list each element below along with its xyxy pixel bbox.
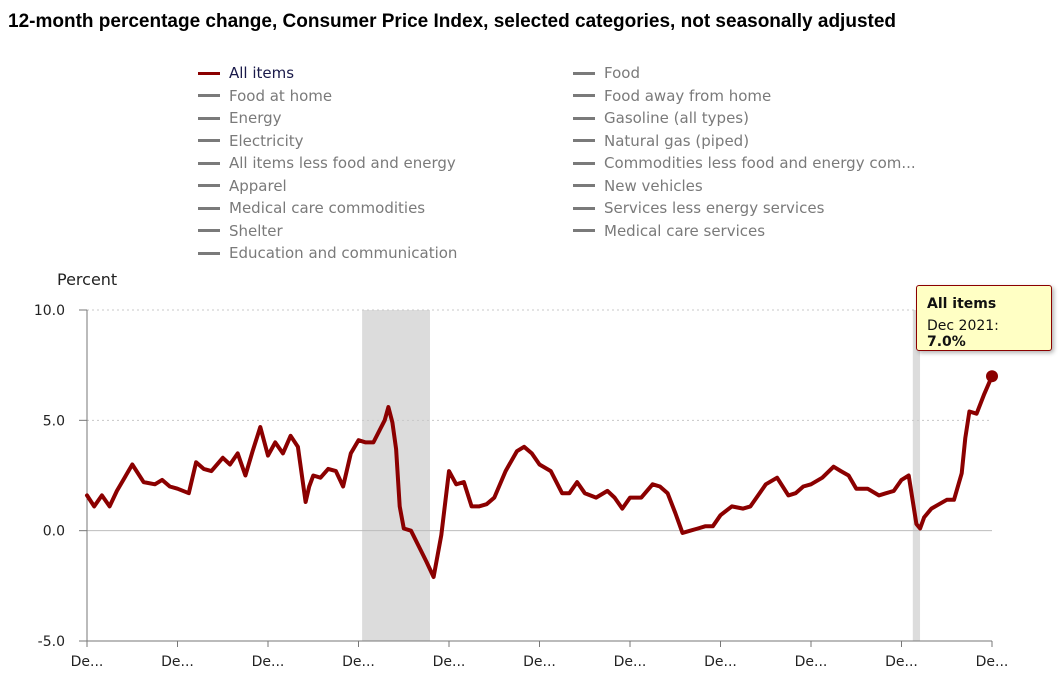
y-tick-label: -5.0 [38,634,65,650]
x-tick-label: De... [704,654,737,670]
grid-layer [87,309,992,642]
legend-label: Food at home [229,86,333,105]
legend-item[interactable]: Electricity [198,130,304,152]
legend-item[interactable]: Food at home [198,85,332,107]
legend-item[interactable]: All items [198,62,294,84]
legend-item[interactable]: Shelter [198,220,283,242]
legend-item[interactable]: Services less energy services [573,197,824,219]
legend-swatch [573,116,595,120]
legend-label: Education and communication [229,244,458,262]
legend-item[interactable]: New vehicles [573,175,703,197]
legend-swatch [198,94,220,97]
legend-swatch [573,206,595,210]
recession-shading-layer [362,310,921,641]
legend-label: Food away from home [604,86,772,105]
legend-swatch [198,251,220,255]
legend-item[interactable]: Medical care commodities [198,197,425,219]
legend-label: Medical care commodities [229,199,426,217]
highlight-point [986,370,998,383]
chart-title: 12-month percentage change, Consumer Pri… [8,11,897,32]
x-tick-label: De... [161,654,194,670]
legend-label: Natural gas (piped) [604,131,750,150]
legend-item[interactable]: Apparel [198,175,287,197]
x-tick-label: De... [976,654,1009,670]
x-tick-label: De... [433,654,466,670]
legend-label: All items less food and energy [229,154,456,172]
x-tick-label: De... [71,654,104,670]
x-tick-label: De... [252,654,285,670]
legend-item[interactable]: Education and communication [198,242,457,264]
recession-band [912,310,921,641]
legend-item[interactable]: Commodities less food and energy com... [573,152,916,174]
legend-swatch [573,184,595,187]
x-tick-label: De... [795,654,828,670]
y-tick-label: 0.0 [43,524,65,540]
legend: All items Food at home Energy Electricity Al… [198,62,958,262]
legend-swatch [573,161,595,165]
legend-label: Apparel [229,176,287,195]
legend-swatch [198,184,220,187]
legend-label: All items [229,64,295,82]
legend-label: Food [604,64,640,82]
legend-item[interactable]: All items less food and energy [198,152,456,174]
legend-swatch [198,206,220,210]
tooltip: All items Dec 2021: 7.0% [916,285,1052,351]
legend-label: Electricity [229,131,304,150]
y-tick-label: 5.0 [43,413,65,429]
tooltip-series-name: All items [927,296,997,312]
legend-swatch [198,229,220,232]
axis-layer: 10.0 5.0 0.0 -5.0 De... De... De... De... De... D… [34,303,1009,670]
x-tick-label: De... [885,654,918,670]
series-layer [85,370,998,579]
legend-swatch [198,139,220,142]
legend-item[interactable]: Food [573,62,640,84]
legend-label: Commodities less food and energy com... [604,154,916,172]
tooltip-body: Dec 2021: 7.0% [927,318,1041,350]
legend-label: New vehicles [604,176,703,195]
legend-swatch [573,139,595,142]
legend-label: Medical care services [604,221,766,240]
legend-item[interactable]: Natural gas (piped) [573,130,749,152]
tooltip-value: 7.0% [927,334,966,350]
legend-label: Energy [229,109,282,127]
legend-swatch [573,71,595,75]
y-axis-label: Percent [57,270,118,289]
legend-swatch [573,94,595,97]
legend-item[interactable]: Medical care services [573,220,765,242]
legend-item[interactable]: Food away from home [573,85,771,107]
x-tick-label: De... [523,654,556,670]
legend-swatch [198,71,220,75]
x-tick-label: De... [614,654,647,670]
legend-swatch [198,116,220,120]
legend-label: Gasoline (all types) [604,109,749,127]
legend-swatch [573,229,595,232]
legend-label: Shelter [229,221,283,240]
legend-label: Services less energy services [604,199,825,217]
legend-swatch [198,161,220,165]
tooltip-date: Dec 2021: [927,318,999,334]
legend-item[interactable]: Gasoline (all types) [573,107,749,129]
y-tick-label: 10.0 [34,303,65,319]
legend-item[interactable]: Energy [198,107,282,129]
series-line-all-items [85,374,994,579]
x-tick-label: De... [342,654,375,670]
